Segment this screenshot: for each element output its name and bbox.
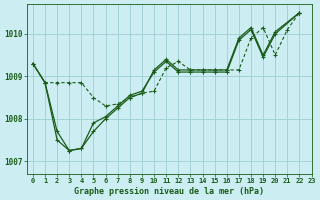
X-axis label: Graphe pression niveau de la mer (hPa): Graphe pression niveau de la mer (hPa)	[74, 187, 264, 196]
